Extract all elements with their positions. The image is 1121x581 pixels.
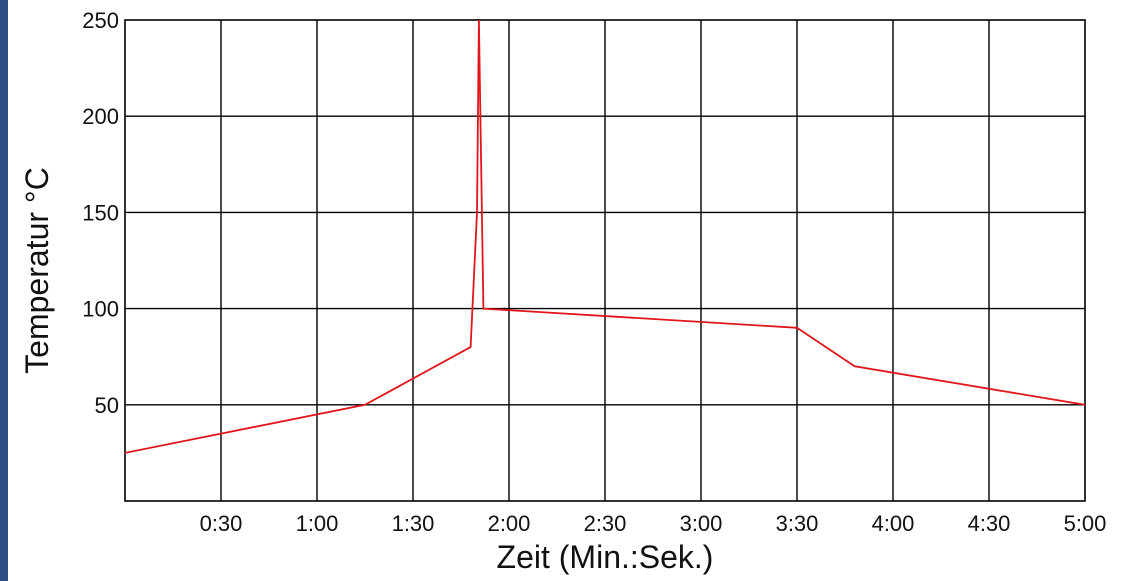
- x-tick-label: 1:30: [392, 511, 435, 536]
- y-tick-label: 250: [82, 8, 119, 33]
- x-tick-label: 2:30: [584, 511, 627, 536]
- x-tick-label: 4:30: [968, 511, 1011, 536]
- x-tick-label: 3:00: [680, 511, 723, 536]
- x-tick-label: 1:00: [296, 511, 339, 536]
- x-axis-title: Zeit (Min.:Sek.): [497, 539, 714, 575]
- y-axis-title: Temperatur °C: [19, 167, 55, 374]
- x-tick-label: 5:00: [1064, 511, 1107, 536]
- y-tick-label: 50: [95, 393, 119, 418]
- grid: [124, 19, 1086, 502]
- x-tick-label: 3:30: [776, 511, 819, 536]
- y-tick-label: 150: [82, 200, 119, 225]
- x-tick-label: 4:00: [872, 511, 915, 536]
- x-tick-label: 2:00: [488, 511, 531, 536]
- series-line: [124, 19, 1086, 454]
- tick-labels: 0:30 1:00 1:30 2:00 2:30 3:00 3:30 4:00 4:30 5:00…: [82, 8, 1106, 536]
- side-accent-bar: [0, 0, 8, 581]
- x-tick-label: 0:30: [200, 511, 243, 536]
- y-tick-label: 100: [82, 297, 119, 322]
- y-tick-label: 200: [82, 104, 119, 129]
- series-layer: [124, 19, 1086, 454]
